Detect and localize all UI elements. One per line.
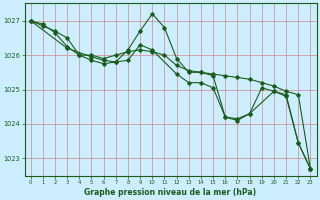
X-axis label: Graphe pression niveau de la mer (hPa): Graphe pression niveau de la mer (hPa): [84, 188, 257, 197]
